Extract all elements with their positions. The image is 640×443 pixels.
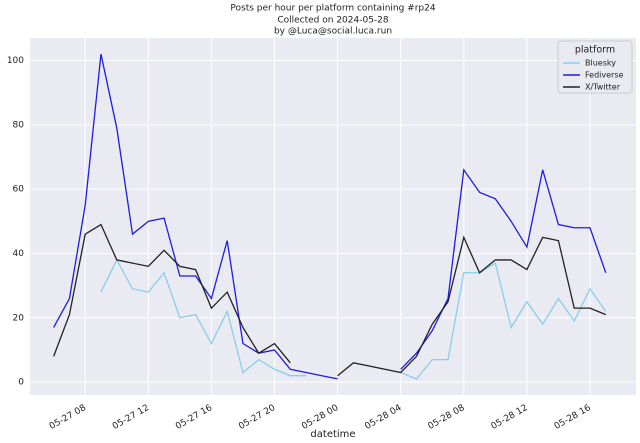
plot-area [30, 38, 636, 395]
legend-label: Fediverse [585, 71, 624, 80]
legend-box [557, 40, 633, 94]
legend-label: X/Twitter [585, 83, 621, 92]
x-tick-label: 05-27 08 [48, 403, 88, 432]
chart-subtitle: by @Luca@social.luca.run [274, 27, 392, 37]
x-tick-label: 05-28 04 [363, 403, 403, 432]
x-tick-label: 05-27 12 [111, 403, 151, 432]
y-tick-label: 20 [13, 313, 25, 323]
series-line [53, 53, 607, 380]
y-tick-label: 0 [18, 378, 24, 388]
y-tick-label: 60 [13, 185, 25, 195]
x-tick-label: 05-27 20 [237, 403, 277, 432]
x-tick-label: 05-28 00 [300, 403, 340, 432]
x-tick-label: 05-28 16 [553, 403, 593, 432]
legend-label: Bluesky [585, 59, 616, 68]
chart-subtitle: Collected on 2024-05-28 [277, 16, 389, 26]
series-line [53, 223, 607, 377]
legend: platform Bluesky Fediverse X/Twitter [557, 40, 633, 94]
y-tick-label: 40 [13, 249, 25, 259]
y-tick-label: 100 [7, 56, 24, 66]
x-tick-label: 05-27 16 [174, 403, 214, 432]
legend-title: platform [575, 45, 615, 56]
x-tick-label: 05-28 08 [426, 403, 466, 432]
x-tick-label: 05-28 12 [490, 403, 530, 432]
chart-title: Posts per hour per platform containing #… [230, 4, 435, 14]
series-line [100, 258, 607, 380]
x-axis-label: datetime [310, 429, 355, 440]
y-tick-label: 80 [13, 120, 25, 130]
